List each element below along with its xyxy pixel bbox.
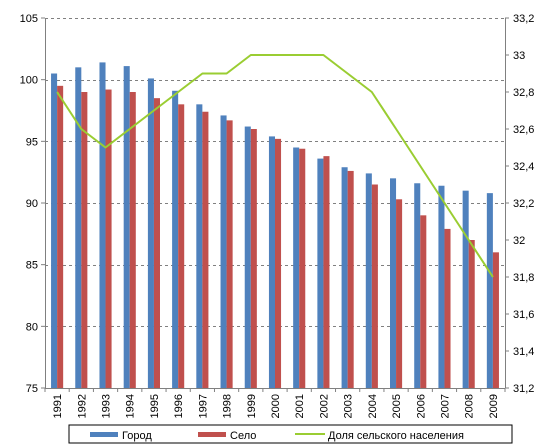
bar-selo: [250, 129, 257, 388]
bar-gorod: [75, 67, 82, 388]
x-tick-label: 1993: [101, 394, 113, 418]
legend-label-gorod: Город: [122, 430, 152, 442]
right-tick-label: 32,4: [513, 161, 534, 173]
bar-gorod: [438, 185, 445, 388]
x-tick-label: 1994: [125, 394, 137, 418]
right-axis-ticks: 31,2 31,4 31,6 31,8 32 32,2 32,4 32,6 32,8 33 33,2: [505, 13, 534, 395]
x-tick-label: 2007: [440, 394, 452, 418]
bar-gorod: [365, 173, 372, 388]
bar-selo: [105, 89, 112, 389]
left-tick-label: 95: [26, 136, 38, 148]
bar-selo: [468, 240, 475, 388]
bar-selo: [153, 98, 160, 389]
x-tick-label: 2004: [367, 394, 379, 418]
bar-selo: [492, 252, 499, 388]
bar-selo: [129, 92, 136, 388]
bar-gorod: [244, 126, 251, 389]
right-tick-label: 32,8: [513, 87, 534, 99]
x-tick-label: 2009: [488, 394, 500, 418]
bar-gorod: [172, 90, 179, 389]
bar-gorod: [390, 178, 397, 388]
right-tick-label: 31,6: [513, 309, 534, 321]
bar-gorod: [51, 73, 58, 388]
x-tick-label: 1996: [173, 394, 185, 418]
legend-swatch-selo: [198, 432, 226, 437]
x-tick-label: 1999: [246, 394, 258, 418]
bar-gorod: [462, 190, 469, 388]
bar-gorod: [486, 193, 493, 388]
bar-selo: [226, 120, 233, 388]
right-tick-label: 32,6: [513, 124, 534, 136]
legend-swatch-gorod: [90, 432, 118, 437]
left-tick-label: 85: [26, 260, 38, 272]
x-tick-label: 2002: [318, 394, 330, 418]
bar-gorod: [147, 78, 154, 388]
bar-gorod: [268, 136, 275, 388]
bar-selo: [347, 170, 354, 388]
left-tick-label: 105: [20, 13, 38, 25]
x-tick-label: 2001: [294, 394, 306, 418]
bar-selo: [420, 215, 427, 388]
left-tick-label: 90: [26, 198, 38, 210]
bars-group: [51, 62, 499, 389]
legend-frame: [68, 424, 513, 444]
x-tick-label: 2006: [415, 394, 427, 418]
right-tick-label: 33,2: [513, 13, 534, 25]
bar-gorod: [196, 104, 203, 388]
bar-gorod: [123, 66, 130, 388]
bar-selo: [57, 85, 64, 388]
x-tick-label: 1992: [76, 394, 88, 418]
right-tick-label: 31,2: [513, 383, 534, 395]
right-tick-label: 32,2: [513, 198, 534, 210]
bar-gorod: [220, 115, 227, 388]
legend-label-share: Доля сельского населения: [328, 430, 464, 442]
left-tick-label: 100: [20, 75, 38, 87]
bar-gorod: [414, 183, 421, 388]
bar-selo: [299, 148, 306, 388]
right-tick-label: 31,4: [513, 346, 534, 358]
bar-selo: [178, 104, 185, 388]
share-line: [56, 54, 494, 278]
x-tick-label: 2008: [464, 394, 476, 418]
right-tick-label: 33: [513, 50, 525, 62]
bar-selo: [396, 199, 403, 388]
line-series-group: [56, 54, 494, 278]
x-tick-label: 2005: [391, 394, 403, 418]
bar-gorod: [99, 62, 106, 389]
bar-selo: [444, 228, 451, 388]
bar-gorod: [293, 147, 300, 388]
left-axis-ticks: 75 80 85 90 95 100 105: [20, 13, 45, 395]
bar-selo: [371, 184, 378, 388]
x-tick-label: 1991: [52, 394, 64, 418]
left-tick-label: 75: [26, 383, 38, 395]
x-tick-label: 1997: [197, 394, 209, 418]
x-axis-ticks: 1991 1992 1993 1994 1995 1996 1997 1998 1999 2000…: [44, 388, 506, 418]
bar-selo: [323, 156, 330, 388]
bar-gorod: [341, 167, 348, 388]
bar-selo: [81, 92, 88, 388]
right-tick-label: 32: [513, 235, 525, 247]
x-tick-label: 2000: [270, 394, 282, 418]
legend-label-selo: Село: [230, 430, 256, 442]
x-tick-label: 1995: [149, 394, 161, 418]
x-tick-label: 2003: [343, 394, 355, 418]
bar-gorod: [317, 158, 324, 388]
bar-selo: [202, 111, 209, 388]
bar-selo: [275, 138, 282, 388]
left-tick-label: 80: [26, 321, 38, 333]
right-tick-label: 31,8: [513, 272, 534, 284]
legend: Город Село Доля сельского населения: [68, 424, 513, 444]
x-tick-label: 1998: [222, 394, 234, 418]
